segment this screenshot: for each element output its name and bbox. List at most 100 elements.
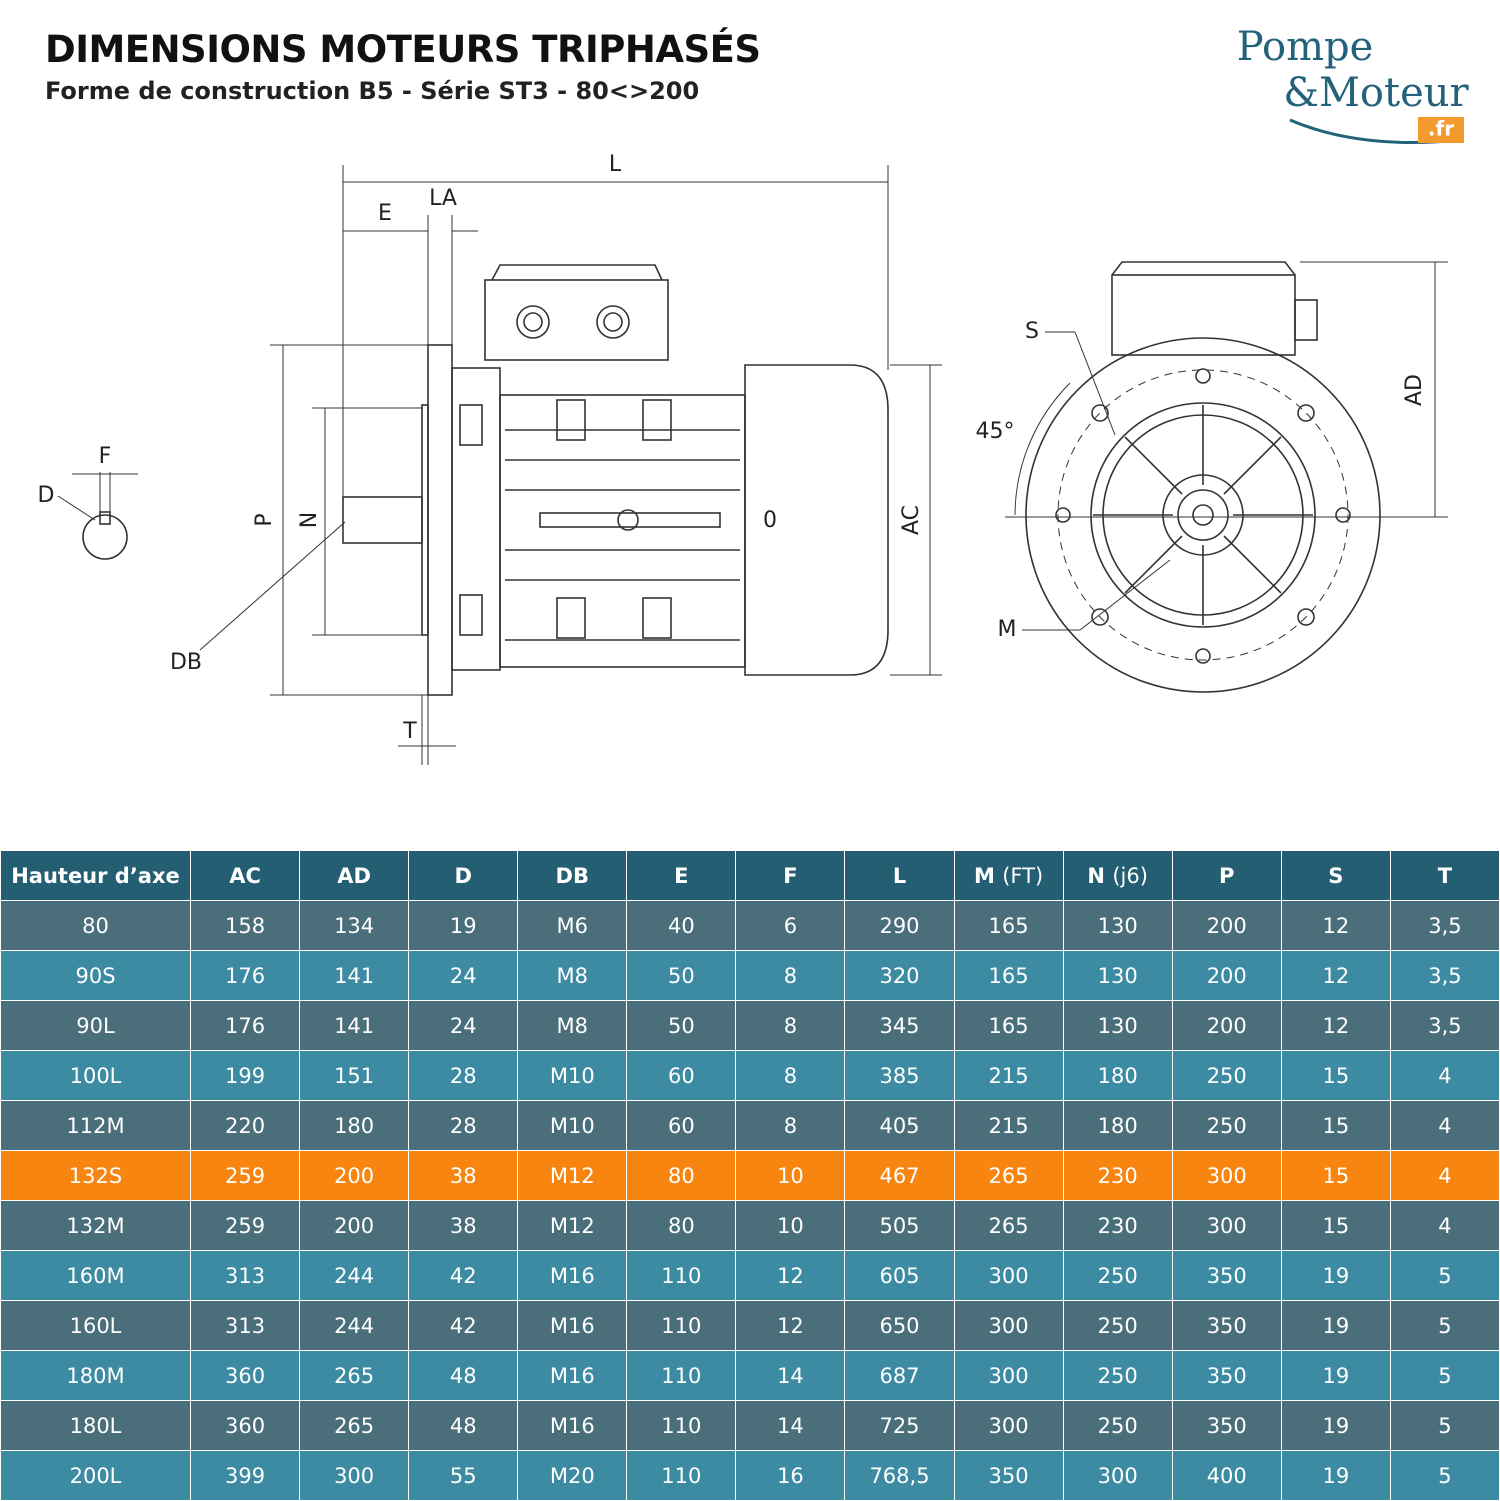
table-cell: 200 bbox=[1171, 900, 1282, 951]
table-cell: 505 bbox=[844, 1200, 955, 1251]
table-cell: 265 bbox=[299, 1350, 410, 1401]
table-cell: 112M bbox=[0, 1100, 191, 1151]
table-cell: 313 bbox=[189, 1250, 301, 1301]
column-header: AC bbox=[189, 850, 301, 901]
column-header: N (j6) bbox=[1062, 850, 1173, 901]
table-cell: 687 bbox=[844, 1350, 955, 1401]
table-cell: 180L bbox=[0, 1400, 191, 1451]
table-row: 160L 313 244 42 M16 110 12 650 300 250 350 19 5 bbox=[0, 1300, 1500, 1351]
table-cell: 4 bbox=[1389, 1200, 1500, 1251]
table-cell: 265 bbox=[299, 1400, 410, 1451]
table-cell: M12 bbox=[517, 1200, 628, 1251]
subtitle: Forme de construction B5 - Série ST3 - 8… bbox=[45, 77, 700, 105]
table-cell: 250 bbox=[1062, 1350, 1173, 1401]
table-cell: 141 bbox=[299, 950, 410, 1001]
table-cell: 215 bbox=[953, 1050, 1064, 1101]
table-cell: 60 bbox=[626, 1050, 737, 1101]
logo-suffix: .fr bbox=[1428, 117, 1454, 141]
table-cell: 134 bbox=[299, 900, 410, 951]
table-cell: 300 bbox=[953, 1300, 1064, 1351]
table-cell: 110 bbox=[626, 1250, 737, 1301]
table-cell: 405 bbox=[844, 1100, 955, 1151]
table-cell: 265 bbox=[953, 1200, 1064, 1251]
table-cell: 399 bbox=[189, 1450, 301, 1501]
table-cell: 5 bbox=[1389, 1250, 1500, 1301]
table-row: 90L 176 141 24 M8 50 8 345 165 130 200 12 3,5 bbox=[0, 1000, 1500, 1051]
table-cell: 110 bbox=[626, 1350, 737, 1401]
table-cell: 8 bbox=[735, 950, 846, 1001]
dim-label: M bbox=[998, 617, 1017, 642]
table-cell: M6 bbox=[517, 900, 628, 951]
table-cell: 180 bbox=[1062, 1100, 1173, 1151]
dim-label: 45° bbox=[976, 419, 1015, 444]
table-cell: M8 bbox=[517, 950, 628, 1001]
table-cell: 300 bbox=[953, 1350, 1064, 1401]
table-cell: 165 bbox=[953, 1000, 1064, 1051]
dim-label: P bbox=[252, 513, 277, 526]
table-cell: 300 bbox=[1171, 1200, 1282, 1251]
table-cell: 50 bbox=[626, 950, 737, 1001]
table-cell: 100L bbox=[0, 1050, 191, 1101]
table-cell: 300 bbox=[953, 1250, 1064, 1301]
table-cell: 4 bbox=[1389, 1050, 1500, 1101]
table-row: 100L 199 151 28 M10 60 8 385 215 180 250 15 4 bbox=[0, 1050, 1500, 1101]
table-cell: 259 bbox=[189, 1150, 301, 1201]
table-cell: 165 bbox=[953, 950, 1064, 1001]
table-cell: 5 bbox=[1389, 1450, 1500, 1501]
table-cell: 199 bbox=[189, 1050, 301, 1101]
table-cell: 12 bbox=[735, 1250, 846, 1301]
table-cell: 8 bbox=[735, 1100, 846, 1151]
logo-line2: &Moteur bbox=[1283, 70, 1469, 116]
table-cell: 10 bbox=[735, 1150, 846, 1201]
column-header: E bbox=[626, 850, 737, 901]
table-cell: 90S bbox=[0, 950, 191, 1001]
table-cell: 110 bbox=[626, 1300, 737, 1351]
table-cell: 24 bbox=[408, 1000, 519, 1051]
table-cell: 300 bbox=[1171, 1150, 1282, 1201]
table-cell: 48 bbox=[408, 1400, 519, 1451]
table-cell: 3,5 bbox=[1389, 950, 1500, 1001]
header-row: Hauteur d’axe AC AD D DB E F L M (FT) N (j6) P S T bbox=[0, 850, 1500, 901]
table-row: 200L 399 300 55 M20 110 16 768,5 350 300 400 19 5 bbox=[0, 1450, 1500, 1501]
column-header: P bbox=[1171, 850, 1282, 901]
table-cell: 3,5 bbox=[1389, 900, 1500, 951]
table-cell: 12 bbox=[1280, 950, 1391, 1001]
header-label: M bbox=[974, 863, 995, 888]
table-cell: 768,5 bbox=[844, 1450, 955, 1501]
table-cell: 132S bbox=[0, 1150, 191, 1201]
column-header: S bbox=[1280, 850, 1391, 901]
header-label: N bbox=[1087, 863, 1105, 888]
table-cell: 130 bbox=[1062, 900, 1173, 951]
table-cell: 200 bbox=[299, 1150, 410, 1201]
table-cell: 16 bbox=[735, 1450, 846, 1501]
table-cell: 28 bbox=[408, 1050, 519, 1101]
table-row: 112M 220 180 28 M10 60 8 405 215 180 250 15 4 bbox=[0, 1100, 1500, 1151]
table-cell: 12 bbox=[1280, 1000, 1391, 1051]
side-view bbox=[57, 165, 942, 765]
table-cell: 200 bbox=[299, 1200, 410, 1251]
dim-label: AC bbox=[899, 505, 924, 535]
table-cell: 244 bbox=[299, 1300, 410, 1351]
table-cell: 28 bbox=[408, 1100, 519, 1151]
table-cell: 158 bbox=[189, 900, 301, 951]
table-cell: 350 bbox=[1171, 1300, 1282, 1351]
table-cell: 42 bbox=[408, 1300, 519, 1351]
table-cell: 19 bbox=[1280, 1300, 1391, 1351]
table-row: 132S 259 200 38 M12 80 10 467 265 230 300 15 4 bbox=[0, 1150, 1500, 1201]
column-header: M (FT) bbox=[953, 850, 1064, 901]
table-cell: 385 bbox=[844, 1050, 955, 1101]
table-row: 80 158 134 19 M6 40 6 290 165 130 200 12 3,5 bbox=[0, 900, 1500, 951]
table-cell: 141 bbox=[299, 1000, 410, 1051]
header-note: (j6) bbox=[1112, 863, 1148, 888]
table-cell: 10 bbox=[735, 1200, 846, 1251]
table-cell: M8 bbox=[517, 1000, 628, 1051]
table-cell: 250 bbox=[1062, 1300, 1173, 1351]
table-cell: M12 bbox=[517, 1150, 628, 1201]
table-cell: 265 bbox=[953, 1150, 1064, 1201]
column-header: T bbox=[1389, 850, 1500, 901]
table-cell: 4 bbox=[1389, 1150, 1500, 1201]
dimension-table: Hauteur d’axe AC AD D DB E F L M (FT) N (j6) P S T 80… bbox=[0, 850, 1500, 1501]
front-view bbox=[1005, 261, 1448, 693]
table-cell: 350 bbox=[953, 1450, 1064, 1501]
table-cell: 38 bbox=[408, 1200, 519, 1251]
